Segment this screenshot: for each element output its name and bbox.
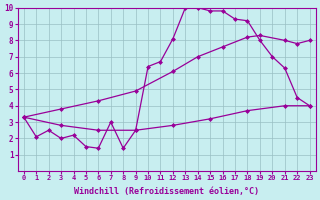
X-axis label: Windchill (Refroidissement éolien,°C): Windchill (Refroidissement éolien,°C) (74, 187, 259, 196)
